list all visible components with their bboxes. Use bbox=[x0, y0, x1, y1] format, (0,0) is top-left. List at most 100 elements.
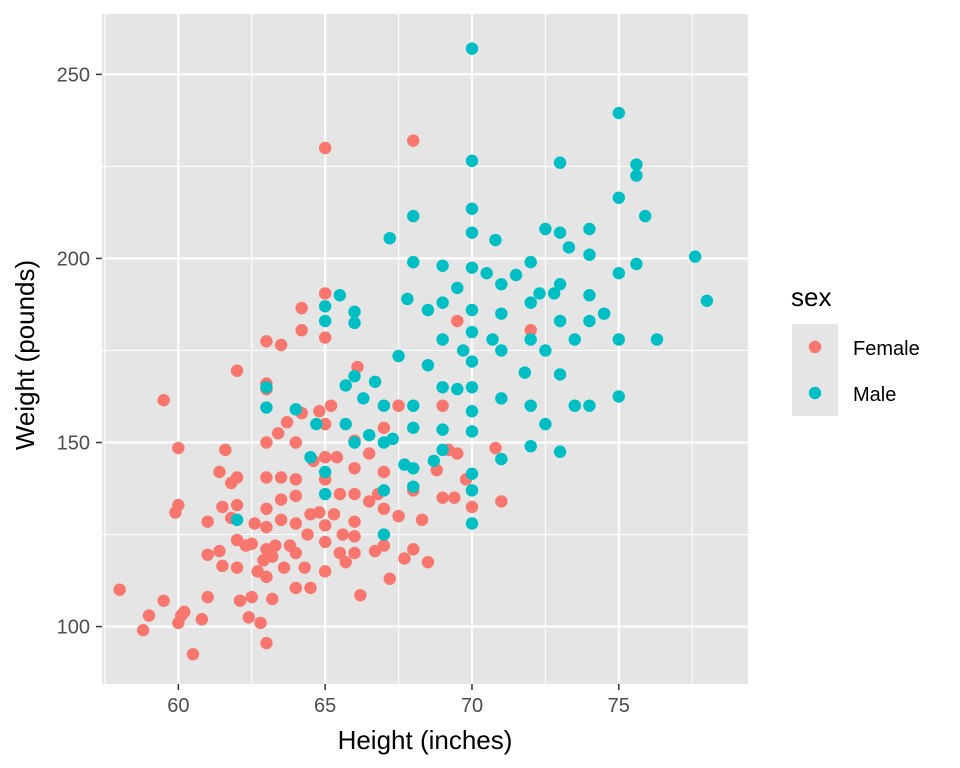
point-male-102 bbox=[630, 169, 643, 182]
point-male-97 bbox=[612, 191, 625, 204]
point-female-113 bbox=[415, 513, 429, 527]
point-male-80 bbox=[548, 287, 561, 300]
y-tick-label-0: 100 bbox=[57, 617, 90, 639]
point-female-82 bbox=[318, 565, 332, 578]
point-male-15 bbox=[348, 305, 361, 319]
point-female-15 bbox=[201, 590, 214, 604]
point-male-75 bbox=[524, 439, 537, 453]
point-male-30 bbox=[407, 255, 420, 269]
point-female-81 bbox=[318, 535, 332, 549]
point-female-67 bbox=[298, 561, 311, 574]
point-female-103 bbox=[377, 465, 391, 479]
point-male-26 bbox=[392, 349, 405, 363]
point-male-56 bbox=[465, 405, 479, 418]
point-female-74 bbox=[318, 141, 332, 155]
point-female-105 bbox=[377, 539, 391, 552]
point-female-10 bbox=[169, 506, 182, 519]
x-tick-label-3: 75 bbox=[608, 695, 630, 717]
point-male-16 bbox=[348, 316, 361, 330]
point-female-80 bbox=[318, 519, 332, 532]
point-male-68 bbox=[495, 452, 508, 466]
point-female-48 bbox=[266, 550, 279, 563]
point-male-19 bbox=[368, 375, 382, 388]
point-female-97 bbox=[354, 589, 367, 602]
point-male-70 bbox=[518, 366, 532, 379]
point-male-42 bbox=[436, 423, 449, 436]
y-tick-label-1: 150 bbox=[57, 433, 90, 455]
point-female-102 bbox=[377, 421, 391, 434]
point-male-3 bbox=[289, 403, 302, 416]
point-male-79 bbox=[539, 417, 552, 431]
point-female-110 bbox=[407, 134, 420, 147]
point-male-63 bbox=[489, 233, 502, 247]
point-male-40 bbox=[436, 333, 449, 346]
point-female-42 bbox=[260, 471, 273, 484]
point-male-104 bbox=[639, 209, 652, 223]
point-male-10 bbox=[333, 289, 347, 302]
point-female-11 bbox=[175, 609, 188, 622]
point-female-92 bbox=[348, 487, 361, 501]
point-male-86 bbox=[553, 445, 567, 458]
point-female-126 bbox=[524, 324, 537, 337]
x-tick-label-2: 70 bbox=[461, 695, 483, 717]
point-male-14 bbox=[348, 436, 361, 449]
point-male-73 bbox=[524, 333, 537, 346]
y-tick-label-2: 200 bbox=[57, 248, 90, 270]
point-male-23 bbox=[377, 528, 391, 541]
legend-title: sex bbox=[791, 282, 831, 312]
point-male-39 bbox=[436, 296, 449, 309]
point-male-96 bbox=[612, 106, 625, 120]
point-female-95 bbox=[348, 546, 361, 560]
point-female-34 bbox=[251, 565, 264, 578]
point-female-117 bbox=[436, 491, 449, 504]
point-male-88 bbox=[568, 399, 581, 412]
point-female-60 bbox=[289, 517, 302, 530]
point-male-1 bbox=[260, 401, 273, 414]
point-male-46 bbox=[456, 344, 470, 357]
point-female-99 bbox=[363, 495, 376, 508]
point-female-51 bbox=[274, 338, 288, 352]
point-male-71 bbox=[524, 255, 537, 269]
point-female-20 bbox=[219, 443, 232, 457]
point-male-67 bbox=[495, 392, 508, 405]
point-male-47 bbox=[465, 42, 479, 55]
point-male-52 bbox=[465, 303, 479, 317]
point-female-31 bbox=[245, 590, 258, 604]
grid-minor bbox=[102, 14, 748, 684]
point-female-70 bbox=[304, 581, 317, 595]
point-female-50 bbox=[271, 427, 285, 440]
point-female-14 bbox=[201, 515, 214, 528]
point-male-8 bbox=[318, 300, 332, 313]
point-female-46 bbox=[260, 335, 273, 348]
point-female-55 bbox=[277, 561, 291, 574]
point-male-100 bbox=[612, 390, 625, 403]
point-female-109 bbox=[398, 552, 411, 565]
point-female-104 bbox=[377, 502, 391, 515]
point-male-89 bbox=[568, 333, 581, 346]
point-female-4 bbox=[157, 393, 170, 407]
point-male-38 bbox=[436, 259, 449, 273]
point-male-41 bbox=[436, 381, 449, 394]
point-female-78 bbox=[318, 451, 332, 464]
x-tick-label-0: 60 bbox=[167, 695, 189, 717]
point-female-18 bbox=[213, 465, 226, 479]
point-female-91 bbox=[348, 462, 361, 475]
point-male-11 bbox=[339, 379, 352, 392]
point-male-98 bbox=[612, 266, 625, 280]
point-female-3 bbox=[157, 594, 170, 608]
point-male-51 bbox=[465, 261, 479, 274]
point-male-69 bbox=[509, 268, 523, 282]
point-female-75 bbox=[318, 287, 332, 300]
point-male-106 bbox=[688, 250, 702, 263]
point-female-88 bbox=[336, 528, 349, 541]
point-female-26 bbox=[230, 561, 244, 574]
y-axis-title: Weight (pounds) bbox=[10, 260, 40, 450]
point-male-85 bbox=[553, 368, 567, 381]
point-female-27 bbox=[233, 594, 247, 608]
point-male-5 bbox=[310, 417, 323, 431]
point-male-48 bbox=[465, 154, 479, 168]
point-male-57 bbox=[465, 425, 479, 438]
point-female-2 bbox=[142, 609, 156, 622]
point-female-25 bbox=[230, 533, 244, 547]
point-male-44 bbox=[451, 281, 464, 295]
